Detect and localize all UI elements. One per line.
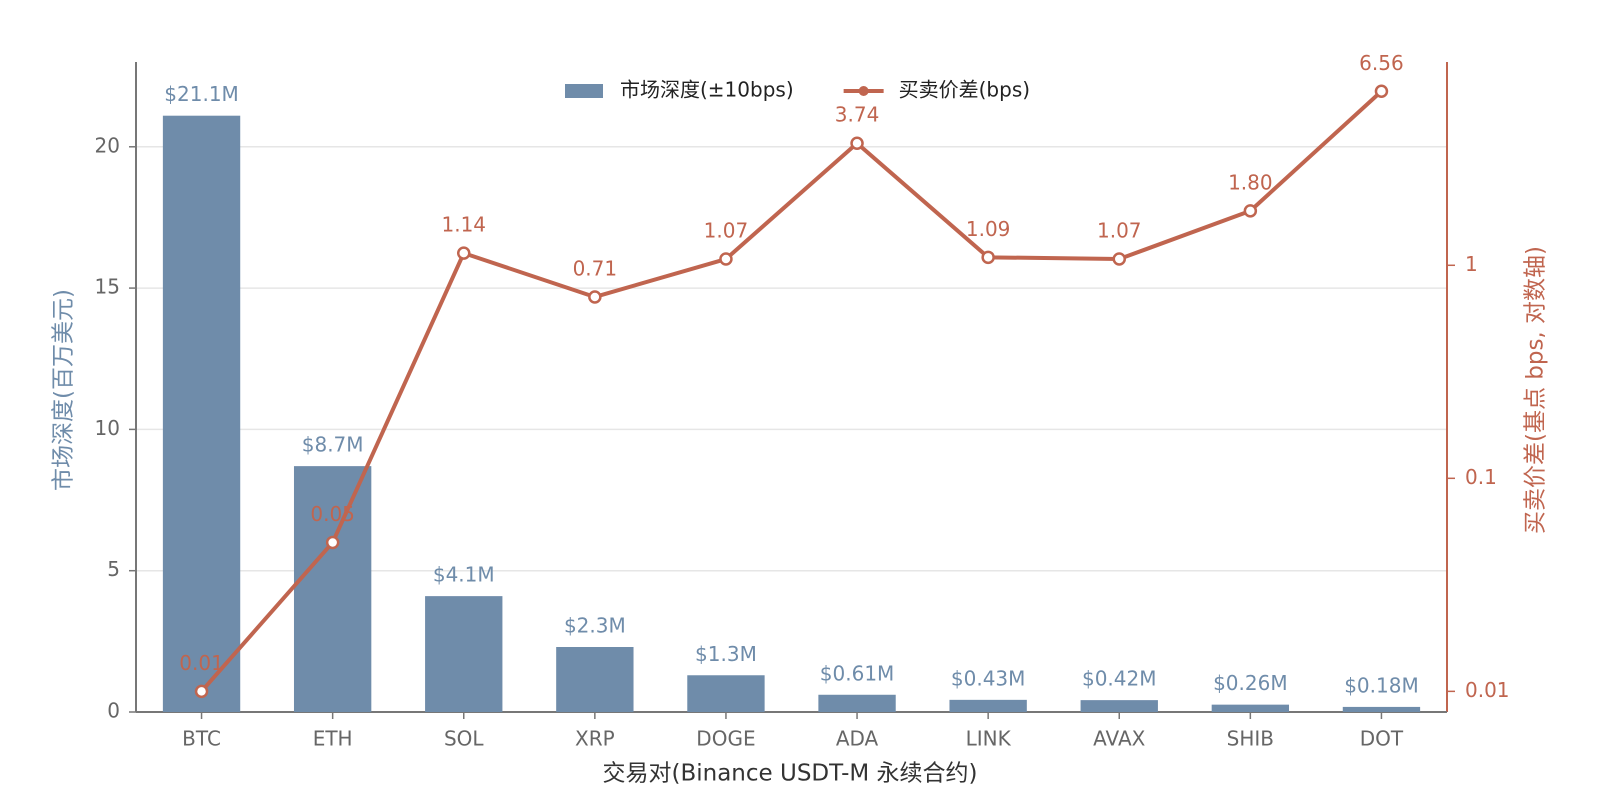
- x-tick-label: SOL: [444, 727, 484, 751]
- line-marker: [981, 250, 995, 265]
- bar-value-label: $0.26M: [1213, 671, 1288, 695]
- line-value-label: 1.07: [1097, 219, 1142, 243]
- line-marker: [850, 136, 864, 150]
- line-value-label: 1.14: [441, 213, 486, 237]
- y-axis-label: 市场深度(百万美元): [51, 289, 77, 491]
- line-marker: [588, 290, 602, 304]
- bar-value-label: $0.42M: [1082, 667, 1157, 691]
- line-value-label: 0.71: [573, 256, 618, 280]
- y-tick-label: 20: [95, 133, 120, 157]
- line-marker: [719, 252, 733, 266]
- bar: [818, 694, 896, 712]
- bar-value-label: $0.18M: [1344, 673, 1419, 697]
- line-value-label: 1.80: [1228, 170, 1273, 194]
- bar-value-label: $1.3M: [695, 642, 757, 666]
- y2-tick-label: 0.01: [1465, 678, 1510, 702]
- bar: [1342, 706, 1421, 712]
- y2-tick-label: 0.1: [1465, 465, 1497, 489]
- line-value-label: 0.01: [179, 651, 224, 675]
- line-value-label: 3.74: [835, 103, 880, 127]
- line-value-label: 0.05: [310, 502, 355, 526]
- bar: [556, 647, 634, 712]
- x-tick-label: AVAX: [1093, 727, 1145, 751]
- y2-tick-label: 1: [1465, 252, 1478, 276]
- y-tick-label: 10: [95, 416, 120, 440]
- line-marker: [457, 246, 471, 260]
- line-marker: [325, 535, 340, 550]
- y-tick-label: 15: [95, 275, 120, 299]
- x-tick-label: LINK: [966, 727, 1012, 751]
- x-tick-label: DOGE: [696, 727, 755, 751]
- bar: [293, 466, 372, 712]
- bar: [1080, 700, 1158, 712]
- bar: [162, 115, 241, 712]
- x-axis-label: 交易对(Binance USDT-M 永续合约): [602, 761, 977, 787]
- legend-label: 买卖价差(bps): [899, 78, 1030, 102]
- bar: [949, 699, 1027, 712]
- bar: [1211, 704, 1290, 712]
- line-value-label: 1.09: [966, 217, 1011, 241]
- line-marker: [1112, 252, 1126, 266]
- bar: [425, 596, 503, 712]
- bar-value-label: $2.3M: [564, 614, 626, 638]
- y-tick-label: 5: [107, 557, 120, 581]
- bar-value-label: $8.7M: [302, 433, 364, 457]
- line-marker: [1243, 204, 1258, 218]
- line-value-label: 1.07: [704, 219, 749, 243]
- bar: [687, 675, 765, 712]
- x-tick-label: ETH: [313, 727, 353, 751]
- x-tick-label: XRP: [575, 727, 615, 751]
- bar-value-label: $4.1M: [433, 563, 495, 587]
- line: [200, 89, 1383, 693]
- bar-value-label: $0.43M: [951, 666, 1026, 690]
- legend-swatch: [565, 84, 603, 98]
- x-tick-label: ADA: [836, 727, 879, 751]
- y-tick-label: 0: [107, 699, 120, 723]
- x-tick-label: SHIB: [1227, 727, 1274, 751]
- x-tick-label: BTC: [182, 727, 221, 751]
- x-tick-label: DOT: [1360, 727, 1404, 751]
- line-value-label: 6.56: [1359, 51, 1404, 75]
- legend-swatch: [858, 86, 869, 96]
- bar-value-label: $21.1M: [164, 82, 239, 106]
- bar-value-label: $0.61M: [820, 661, 895, 685]
- y2-axis-label: 买卖价差(基点 bps, 对数轴): [1523, 246, 1549, 534]
- line-marker: [1374, 84, 1389, 99]
- legend-label: 市场深度(±10bps): [620, 78, 794, 102]
- line-marker: [194, 684, 209, 699]
